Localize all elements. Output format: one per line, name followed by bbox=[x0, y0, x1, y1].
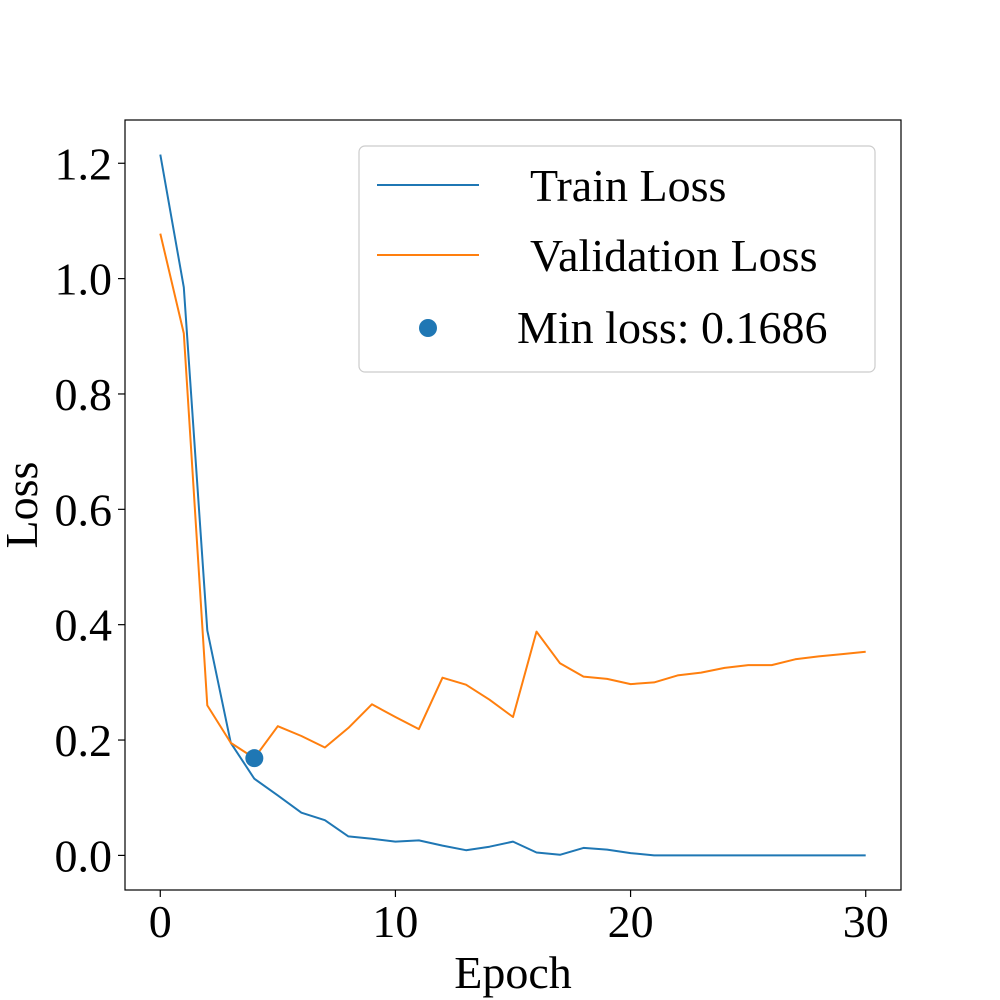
series-line-train-loss bbox=[159, 154, 866, 857]
y-tick-label: 1.2 bbox=[55, 138, 113, 189]
min-loss-marker bbox=[245, 749, 264, 768]
legend-frame bbox=[358, 145, 876, 373]
legend-label-min-loss: Min loss: 0.1686 bbox=[517, 302, 828, 353]
x-axis-ticks: 0 10 20 30 bbox=[149, 890, 889, 947]
y-tick-label: 0.8 bbox=[55, 369, 113, 420]
y-tick-label: 0.2 bbox=[55, 715, 113, 766]
y-axis-label: Loss bbox=[0, 462, 47, 549]
x-axis-label: Epoch bbox=[454, 947, 572, 998]
y-axis-ticks: 0.0 0.2 0.4 0.6 0.8 1.0 1.2 bbox=[55, 138, 125, 881]
y-tick-label: 1.0 bbox=[55, 254, 113, 305]
legend-label-train-loss: Train Loss bbox=[530, 160, 726, 211]
series-line-validation-loss bbox=[159, 233, 866, 760]
x-tick-label: 30 bbox=[843, 896, 889, 947]
x-tick-label: 20 bbox=[608, 896, 654, 947]
legend-swatch-min-loss bbox=[419, 319, 437, 337]
legend: Train Loss Validation Loss Min loss: 0.1… bbox=[358, 145, 876, 373]
y-tick-label: 0.0 bbox=[55, 830, 113, 881]
legend-label-validation-loss: Validation Loss bbox=[530, 230, 817, 281]
y-tick-label: 0.6 bbox=[55, 484, 113, 535]
x-tick-label: 10 bbox=[372, 896, 418, 947]
y-tick-label: 0.4 bbox=[55, 600, 113, 651]
x-tick-label: 0 bbox=[149, 896, 172, 947]
series-layer bbox=[159, 154, 866, 857]
